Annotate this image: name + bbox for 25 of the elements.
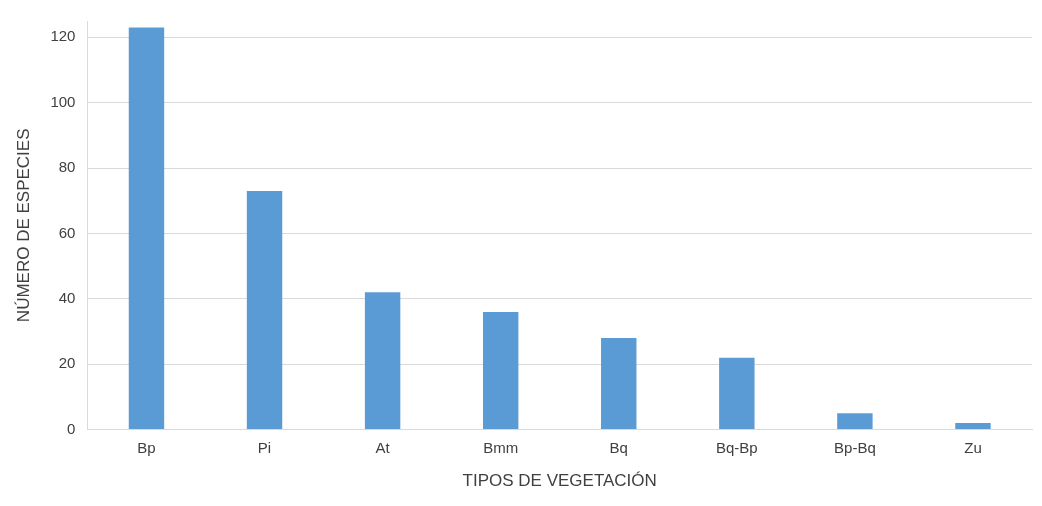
- bar: [601, 338, 637, 430]
- y-tick-label: 0: [67, 419, 76, 437]
- y-tick-label: 120: [50, 27, 76, 45]
- bar: [364, 292, 401, 430]
- x-tick-label: Bp-Bq: [834, 438, 876, 456]
- x-tick-label: Pi: [257, 438, 272, 456]
- x-tick-label: Bmm: [483, 438, 519, 456]
- x-tick-label: Zu: [964, 438, 982, 456]
- y-tick-label: 40: [58, 288, 76, 306]
- bar: [955, 423, 991, 430]
- x-axis-title: TIPOS DE VEGETACIÓN: [462, 471, 657, 491]
- bar: [246, 190, 283, 430]
- bar: [837, 413, 873, 430]
- x-tick-label: Bp: [137, 438, 156, 456]
- y-axis-title: NÚMERO DE ESPECIES: [13, 128, 33, 323]
- y-tick-label: 60: [58, 223, 76, 241]
- bar: [128, 27, 165, 430]
- bar: [482, 311, 519, 430]
- x-tick-label: Bq-Bp: [715, 438, 758, 456]
- y-tick-label: 80: [58, 158, 76, 176]
- x-tick-label: At: [375, 438, 391, 456]
- y-tick-label: 100: [50, 92, 76, 110]
- y-tick-label: 20: [58, 354, 76, 372]
- x-tick-label: Bq: [609, 438, 628, 456]
- bar: [719, 357, 755, 430]
